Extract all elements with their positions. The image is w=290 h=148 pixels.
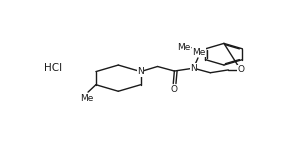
Text: Me: Me [177,43,191,52]
Text: N: N [137,67,144,76]
Text: N: N [190,64,197,73]
Text: O: O [171,85,178,94]
Text: O: O [237,65,244,74]
Text: Me: Me [192,48,206,57]
Text: HCl: HCl [44,63,62,73]
Text: Me: Me [80,94,94,103]
